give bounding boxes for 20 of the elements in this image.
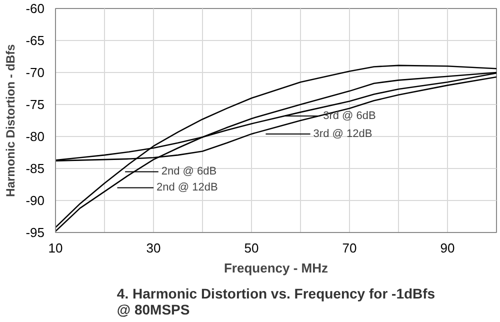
x-axis-title: Frequency - MHz bbox=[224, 260, 329, 276]
x-tick-label: 10 bbox=[48, 240, 63, 256]
y-tick-label: -95 bbox=[26, 225, 45, 240]
y-axis-title: Harmonic Distortion - dBfs bbox=[4, 44, 18, 197]
y-tick-label: -60 bbox=[26, 1, 45, 16]
x-tick-label: 90 bbox=[440, 240, 455, 256]
annotation: 2nd @ 12dB bbox=[156, 182, 218, 194]
x-tick-label: 30 bbox=[146, 240, 161, 256]
annotation: 2nd @ 6dB bbox=[161, 166, 217, 178]
y-tick-label: -90 bbox=[26, 193, 45, 208]
y-tick-label: -70 bbox=[26, 65, 45, 80]
x-tick-label: 70 bbox=[342, 240, 357, 256]
y-tick-label: -75 bbox=[26, 97, 45, 112]
y-tick-label: -65 bbox=[26, 33, 45, 48]
y-tick-label: -85 bbox=[26, 161, 45, 176]
y-tick-label: -80 bbox=[26, 129, 45, 144]
annotation: 3rd @ 12dB bbox=[313, 128, 372, 140]
x-tick-label: 50 bbox=[244, 240, 259, 256]
text: 4. Harmonic Distortion vs. Frequency for -1dBfs @ 80MSPS bbox=[116, 286, 436, 318]
annotation: 3rd @ 6dB bbox=[323, 110, 376, 122]
